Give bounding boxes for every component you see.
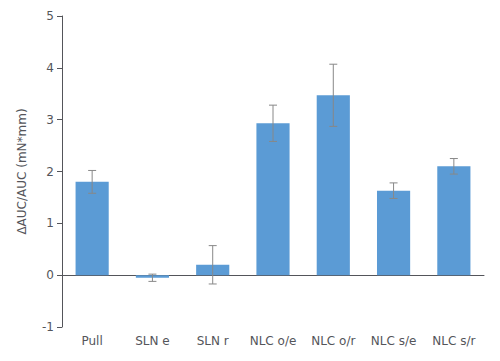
svg-text:SLN e: SLN e xyxy=(135,334,169,348)
svg-text:3: 3 xyxy=(46,113,54,127)
svg-text:0: 0 xyxy=(46,268,54,282)
svg-text:1: 1 xyxy=(46,216,54,230)
svg-text:ΔAUC/AUC (mN*mm): ΔAUC/AUC (mN*mm) xyxy=(15,108,29,234)
svg-text:-1: -1 xyxy=(42,320,54,334)
svg-text:Pull: Pull xyxy=(81,334,102,348)
svg-text:SLN r: SLN r xyxy=(197,334,229,348)
svg-text:NLC s/e: NLC s/e xyxy=(371,334,417,348)
svg-text:NLC o/e: NLC o/e xyxy=(250,334,297,348)
svg-text:5: 5 xyxy=(46,9,54,23)
svg-text:2: 2 xyxy=(46,165,54,179)
svg-text:NLC s/r: NLC s/r xyxy=(432,334,475,348)
svg-text:4: 4 xyxy=(46,61,54,75)
svg-text:NLC o/r: NLC o/r xyxy=(311,334,355,348)
